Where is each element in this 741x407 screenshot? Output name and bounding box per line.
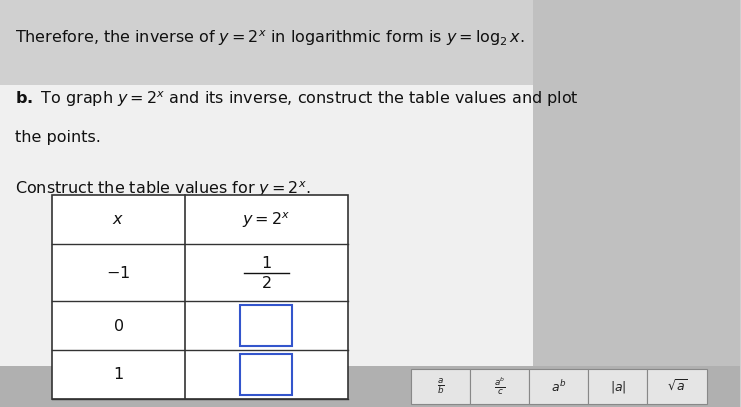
Text: $x$: $x$ — [113, 212, 124, 227]
FancyBboxPatch shape — [0, 85, 533, 387]
Text: $\frac{a^b}{c}$: $\frac{a^b}{c}$ — [494, 376, 505, 397]
Text: $|a|$: $|a|$ — [610, 379, 626, 395]
FancyBboxPatch shape — [529, 370, 588, 404]
FancyBboxPatch shape — [241, 354, 292, 395]
FancyBboxPatch shape — [411, 370, 470, 404]
FancyBboxPatch shape — [52, 195, 348, 399]
FancyBboxPatch shape — [533, 0, 740, 366]
Text: Therefore, the inverse of $y = 2^x$ in logarithmic form is $y = \log_2 x$.: Therefore, the inverse of $y = 2^x$ in l… — [15, 28, 525, 48]
FancyBboxPatch shape — [648, 370, 707, 404]
FancyBboxPatch shape — [470, 370, 529, 404]
FancyBboxPatch shape — [0, 366, 740, 407]
Text: $y = 2^x$: $y = 2^x$ — [242, 210, 290, 230]
FancyBboxPatch shape — [588, 370, 648, 404]
Text: $-1$: $-1$ — [106, 265, 130, 281]
FancyBboxPatch shape — [241, 305, 292, 346]
Text: $a^b$: $a^b$ — [551, 379, 566, 395]
Text: $\mathbf{b.}$ To graph $y = 2^x$ and its inverse, construct the table values and: $\mathbf{b.}$ To graph $y = 2^x$ and its… — [15, 90, 579, 109]
Text: $\sqrt{a}$: $\sqrt{a}$ — [667, 379, 688, 394]
Text: the points.: the points. — [15, 130, 101, 145]
Text: Construct the table values for $y = 2^x$.: Construct the table values for $y = 2^x$… — [15, 179, 310, 199]
Text: $1$: $1$ — [261, 254, 272, 271]
Text: $1$: $1$ — [113, 366, 124, 383]
Text: $2$: $2$ — [261, 275, 272, 291]
Text: $0$: $0$ — [113, 317, 124, 334]
Text: $\frac{a}{b}$: $\frac{a}{b}$ — [436, 376, 444, 397]
